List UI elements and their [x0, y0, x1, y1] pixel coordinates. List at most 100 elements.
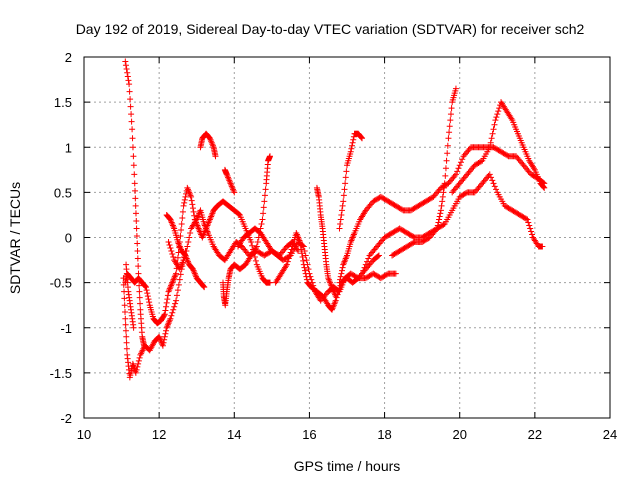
data-point: [143, 287, 150, 294]
data-point: [410, 233, 417, 240]
data-point: [130, 362, 137, 369]
data-point: [495, 108, 502, 115]
data-point: [123, 333, 130, 340]
data-point: [491, 183, 498, 190]
data-point: [436, 216, 443, 223]
data-point: [191, 212, 198, 219]
series-arc-9: [221, 166, 238, 196]
data-point: [141, 342, 148, 349]
data-point: [337, 282, 344, 289]
series-arc-17: [449, 99, 548, 196]
data-point: [186, 234, 193, 241]
data-point: [457, 159, 464, 166]
data-point: [491, 121, 498, 128]
data-point: [489, 130, 496, 137]
data-point: [123, 339, 130, 346]
data-point: [286, 252, 293, 259]
data-point: [447, 117, 454, 124]
y-tick-label: -1: [60, 321, 72, 336]
data-point: [201, 284, 208, 291]
data-point: [122, 327, 129, 334]
data-point: [178, 226, 185, 233]
data-point: [302, 267, 309, 274]
data-point: [130, 324, 137, 331]
data-point: [182, 193, 189, 200]
data-point: [144, 293, 151, 300]
data-point: [190, 208, 197, 215]
y-tick-label: -0.5: [50, 276, 72, 291]
data-point: [442, 165, 449, 172]
data-point: [492, 117, 499, 124]
data-point: [365, 255, 372, 262]
data-point: [446, 123, 453, 130]
data-point: [490, 180, 497, 187]
data-point: [252, 257, 259, 264]
data-point: [452, 171, 459, 178]
data-point: [364, 258, 371, 265]
data-point: [136, 288, 143, 295]
data-point: [343, 168, 350, 175]
data-point: [360, 267, 367, 274]
data-point: [523, 215, 530, 222]
data-point: [259, 216, 266, 223]
x-tick-label: 10: [77, 427, 91, 442]
data-point: [184, 243, 191, 250]
data-point: [134, 248, 141, 255]
data-point: [179, 214, 186, 221]
data-point: [166, 242, 173, 249]
series-arc-12: [313, 184, 339, 300]
data-point: [299, 254, 306, 261]
data-point: [298, 246, 305, 253]
data-point: [339, 264, 346, 271]
data-point: [342, 174, 349, 181]
data-point: [490, 126, 497, 133]
data-point: [130, 153, 137, 160]
data-point: [135, 270, 142, 277]
data-point: [249, 242, 256, 249]
x-tick-label: 20: [452, 427, 466, 442]
data-point: [258, 220, 265, 227]
data-point: [125, 77, 132, 84]
data-point: [160, 339, 167, 346]
series-arc-14: [336, 144, 548, 286]
data-point: [260, 204, 267, 211]
data-point: [374, 253, 381, 260]
data-point: [170, 306, 177, 313]
data-point: [305, 266, 312, 273]
data-point: [266, 153, 273, 160]
series-arc-13: [336, 130, 366, 232]
data-point: [126, 81, 133, 88]
data-point: [375, 252, 382, 259]
data-point: [339, 202, 346, 209]
data-point: [349, 142, 356, 149]
data-point: [288, 246, 295, 253]
data-point: [489, 177, 496, 184]
data-point: [539, 243, 546, 250]
data-point: [132, 210, 139, 217]
data-point: [253, 243, 260, 250]
data-point: [262, 186, 269, 193]
data-point: [448, 105, 455, 112]
data-point: [434, 225, 441, 232]
data-point: [440, 189, 447, 196]
x-tick-label: 24: [603, 427, 617, 442]
data-point: [200, 283, 207, 290]
data-point: [332, 293, 339, 300]
data-point: [302, 252, 309, 259]
data-point: [441, 184, 448, 191]
data-point: [486, 144, 493, 151]
data-point: [455, 165, 462, 172]
series-arc-3: [122, 58, 148, 349]
data-point: [173, 297, 180, 304]
data-point: [337, 273, 344, 280]
data-point: [164, 292, 171, 299]
data-point: [440, 221, 447, 228]
data-point: [168, 312, 175, 319]
x-tick-label: 12: [152, 427, 166, 442]
data-point: [174, 287, 181, 294]
data-point: [261, 192, 268, 199]
data-point: [122, 315, 129, 322]
data-point: [338, 207, 345, 214]
series-arc-11: [272, 229, 399, 313]
y-tick-label: 0: [65, 231, 72, 246]
